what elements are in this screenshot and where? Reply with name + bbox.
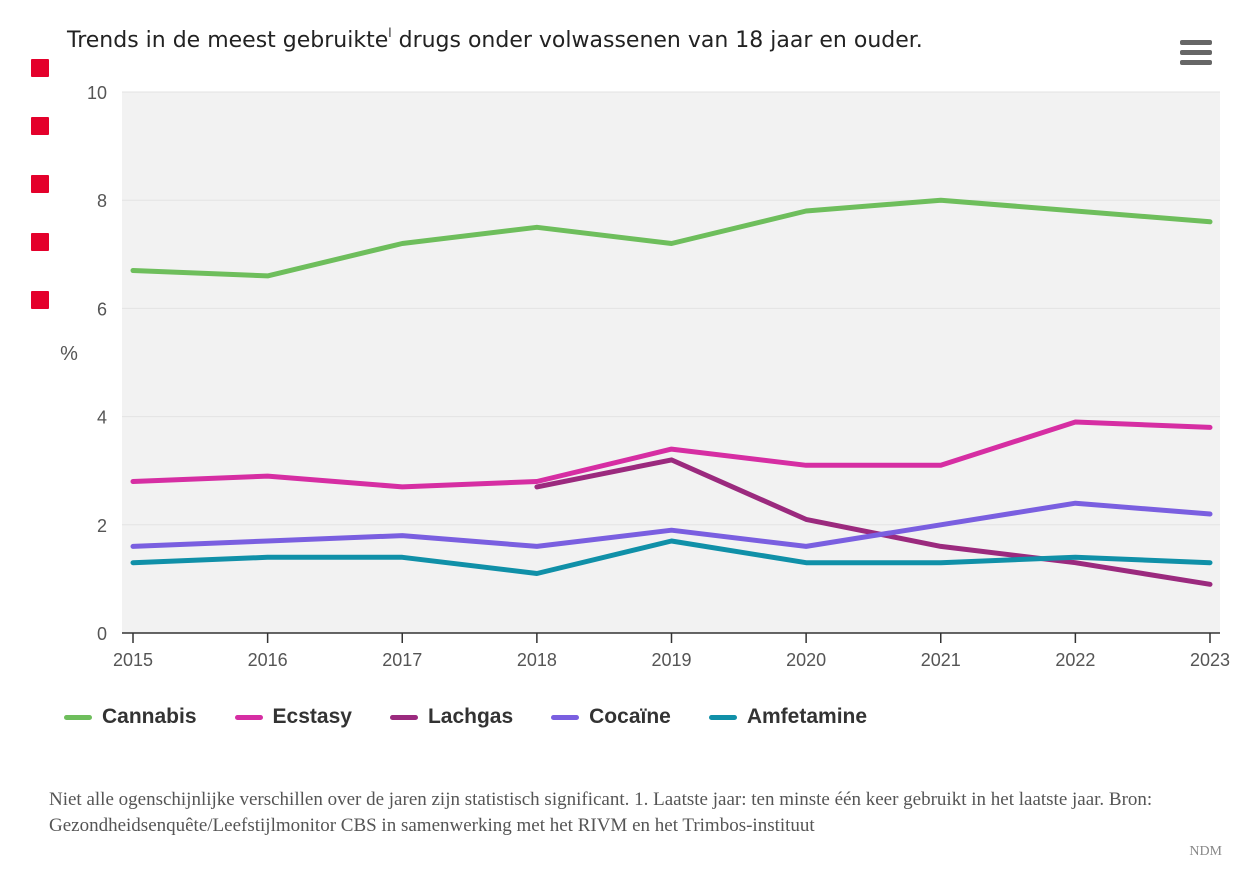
- legend-swatch: [551, 714, 580, 720]
- footnote: Niet alle ogenschijnlijke verschillen ov…: [49, 789, 1153, 836]
- chart-title-footnote-mark: l: [388, 26, 392, 40]
- x-tick-label: 2020: [786, 650, 826, 670]
- legend-swatch: [389, 714, 418, 720]
- legend-label: Ecstasy: [272, 705, 352, 728]
- x-tick-label: 2022: [1055, 650, 1095, 670]
- red-marker-5: [31, 291, 49, 309]
- red-marker-2: [31, 117, 49, 135]
- legend-swatch: [708, 714, 737, 720]
- hamburger-menu-icon[interactable]: [1180, 40, 1212, 66]
- legend-item-4[interactable]: Amfetamine: [708, 705, 868, 729]
- legend-label: Cocaïne: [589, 705, 671, 728]
- x-tick-label: 2023: [1190, 650, 1230, 670]
- x-tick-label: 2018: [517, 650, 557, 670]
- x-tick-label: 2017: [382, 650, 422, 670]
- legend-item-1[interactable]: Ecstasy: [234, 705, 352, 729]
- x-tick-label: 2015: [113, 650, 153, 670]
- legend-label: Amfetamine: [746, 705, 868, 728]
- legend-swatch: [234, 714, 263, 720]
- y-tick-label: 8: [97, 191, 107, 211]
- plot-background: [122, 92, 1220, 633]
- x-tick-label: 2019: [651, 650, 691, 670]
- y-tick-label: 0: [97, 624, 107, 644]
- y-tick-label: 4: [97, 408, 107, 428]
- series-line-4: [130, 538, 1213, 576]
- series-line-0: [130, 197, 1213, 279]
- legend-item-0[interactable]: Cannabis: [64, 705, 197, 729]
- x-tick-label: 2021: [921, 650, 961, 670]
- series-line-1: [130, 419, 1213, 490]
- legend-label: Lachgas: [427, 705, 514, 728]
- red-marker-4: [31, 233, 49, 251]
- y-tick-label: 2: [97, 516, 107, 536]
- legend-item-3[interactable]: Cocaïne: [551, 705, 671, 729]
- legend-swatch: [64, 714, 92, 720]
- line-chart: 0 2 4 6 8 10 2015 2016 2017 2018 2019 2020 2021 2022…: [60, 83, 1230, 670]
- y-axis-label: %: [60, 343, 78, 365]
- series-line-2: [534, 457, 1213, 587]
- red-marker-1: [31, 59, 49, 77]
- y-tick-label: 10: [87, 83, 107, 103]
- x-axis: 2015 2016 2017 2018 2019 2020 2021 2022 2023: [113, 632, 1230, 670]
- red-marker-3: [31, 175, 49, 193]
- chart-title-text: Trends in de meest gebruikte: [67, 28, 389, 53]
- x-tick-label: 2016: [248, 650, 288, 670]
- legend-label: Cannabis: [102, 705, 197, 728]
- series-line-3: [130, 500, 1213, 549]
- credit-text: NDM: [1189, 844, 1222, 859]
- chart-legend: Cannabis Ecstasy Lachgas Cocaïne Amfetamine: [64, 705, 905, 729]
- legend-item-2[interactable]: Lachgas: [389, 705, 514, 729]
- y-tick-label: 6: [97, 299, 107, 319]
- chart-title: Trends in de meest gebruiktel drugs onde…: [67, 26, 923, 53]
- y-axis-ticks: 0 2 4 6 8 10: [87, 83, 107, 644]
- series-lines: [130, 197, 1213, 587]
- gridlines: [122, 91, 1220, 526]
- chart-title-text-rest: drugs onder volwassenen van 18 jaar en o…: [391, 28, 923, 53]
